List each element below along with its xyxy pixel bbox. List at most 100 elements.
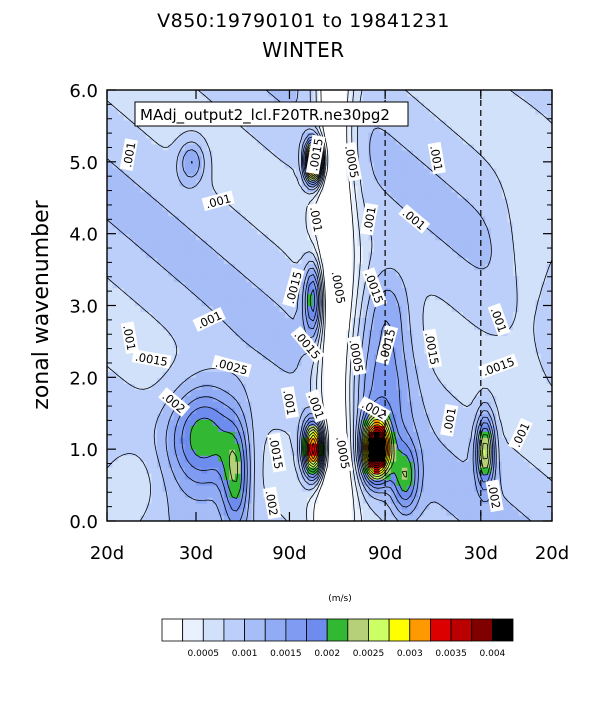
contour-fill-cell xyxy=(112,107,119,115)
contour-fill-cell xyxy=(157,203,164,211)
contour-fill-cell xyxy=(207,461,214,468)
contour-fill-cell xyxy=(262,293,269,301)
contour-fill-cell xyxy=(457,347,464,354)
contour-fill-cell xyxy=(390,167,397,175)
contour-fill-cell xyxy=(485,407,492,414)
contour-fill-cell xyxy=(234,287,242,295)
contour-fill-cell xyxy=(223,431,230,438)
contour-fill-cell xyxy=(435,281,442,289)
contour-fill-cell xyxy=(112,263,119,271)
contour-fill-cell xyxy=(335,485,342,492)
contour-fill-cell xyxy=(457,485,464,492)
contour-fill-cell xyxy=(246,185,253,193)
contour-fill-cell xyxy=(140,257,147,265)
contour-fill-cell xyxy=(451,509,459,516)
contour-fill-cell xyxy=(229,293,236,301)
contour-fill-cell xyxy=(390,323,397,331)
contour-fill-cell xyxy=(268,155,275,163)
contour-fill-cell xyxy=(157,239,164,247)
contour-fill-cell xyxy=(234,263,242,271)
contour-fill-cell xyxy=(368,251,375,259)
contour-fill-cell xyxy=(457,449,464,456)
contour-fill-cell xyxy=(268,215,275,223)
contour-fill-cell xyxy=(240,491,247,498)
contour-fill-cell xyxy=(379,203,386,211)
contour-fill-cell xyxy=(140,473,147,480)
contour-fill-cell xyxy=(234,245,242,253)
contour-fill-cell xyxy=(140,90,147,97)
contour-fill-cell xyxy=(251,509,258,516)
contour-fill-cell xyxy=(346,473,353,480)
contour-fill-cell xyxy=(196,281,203,289)
contour-fill-cell xyxy=(429,431,436,438)
contour-fill-cell xyxy=(401,227,408,235)
contour-fill-cell xyxy=(262,161,269,169)
contour-fill-cell xyxy=(157,479,164,486)
contour-fill-cell xyxy=(240,437,247,444)
contour-fill-cell xyxy=(296,173,303,181)
contour-fill-cell xyxy=(479,90,486,97)
contour-fill-cell xyxy=(234,395,242,402)
contour-fill-cell xyxy=(407,491,414,498)
contour-fill-cell xyxy=(118,401,125,408)
contour-fill-cell xyxy=(229,275,236,283)
contour-fill-cell xyxy=(435,317,442,325)
contour-fill-cell xyxy=(129,107,136,115)
contour-fill-cell xyxy=(129,503,136,510)
contour-fill-cell xyxy=(312,359,319,366)
contour-fill-cell xyxy=(424,497,431,504)
contour-fill-cell xyxy=(285,329,292,337)
contour-fill-cell xyxy=(107,449,114,456)
contour-fill-cell xyxy=(173,173,180,181)
contour-fill-cell xyxy=(145,263,153,271)
contour-fill-cell xyxy=(296,215,303,223)
contour-fill-cell xyxy=(374,125,381,133)
contour-fill-cell xyxy=(273,335,281,343)
contour-fill-cell xyxy=(246,467,253,474)
contour-fill-cell xyxy=(468,119,475,127)
contour-fill-cell xyxy=(140,347,147,354)
contour-fill-cell xyxy=(212,293,219,301)
contour-fill-cell xyxy=(223,491,230,498)
contour-fill-cell xyxy=(362,173,370,181)
contour-fill-cell xyxy=(429,395,436,402)
contour-fill-cell xyxy=(162,515,169,521)
contour-fill-cell xyxy=(201,431,208,438)
contour-fill-cell xyxy=(107,263,114,271)
contour-fill-cell xyxy=(184,191,192,199)
contour-fill-cell xyxy=(468,167,475,175)
contour-fill-cell xyxy=(207,227,214,235)
contour-fill-cell xyxy=(184,479,192,486)
contour-fill-cell xyxy=(184,455,192,462)
contour-fill-cell xyxy=(173,503,180,510)
contour-fill-cell xyxy=(301,401,308,408)
contour-fill-cell xyxy=(145,311,153,319)
contour-fill-cell xyxy=(368,395,375,402)
contour-fill-cell xyxy=(323,149,331,157)
contour-fill-cell xyxy=(335,365,342,372)
contour-fill-cell xyxy=(118,395,125,402)
contour-fill-cell xyxy=(112,131,119,139)
contour-fill-cell xyxy=(468,209,475,217)
contour-fill-cell xyxy=(218,281,225,289)
contour-fill-cell xyxy=(251,90,258,97)
contour-fill-cell xyxy=(190,323,197,331)
contour-fill-cell xyxy=(412,161,420,169)
contour-fill-cell xyxy=(485,149,492,157)
contour-fill-cell xyxy=(362,167,370,175)
contour-fill-cell xyxy=(457,437,464,444)
contour-fill-cell xyxy=(246,95,253,103)
contour-fill-cell xyxy=(457,173,464,181)
contour-fill-cell xyxy=(234,221,242,229)
contour-fill-cell xyxy=(463,509,470,516)
contour-fill-cell xyxy=(279,143,286,151)
contour-fill-cell xyxy=(357,473,364,480)
contour-fill-cell xyxy=(418,329,425,337)
contour-fill-cell xyxy=(157,173,164,181)
contour-fill-cell xyxy=(173,209,180,217)
contour-fill-cell xyxy=(307,317,314,325)
contour-fill-cell xyxy=(234,323,242,331)
contour-fill-cell xyxy=(179,359,186,366)
contour-fill-cell xyxy=(307,503,314,510)
contour-fill-cell xyxy=(157,143,164,151)
